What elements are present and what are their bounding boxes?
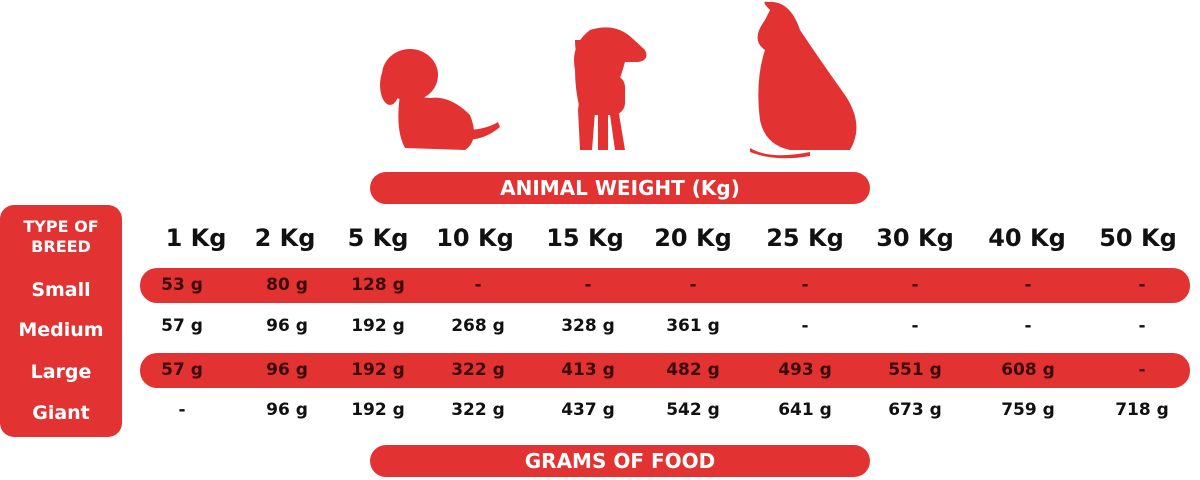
- table-cell: 192 g: [351, 400, 405, 420]
- column-header: 2 Kg: [254, 224, 316, 252]
- table-cell: 437 g: [561, 400, 615, 420]
- table-cell: -: [1024, 316, 1032, 336]
- table-cell: 57 g: [161, 316, 203, 336]
- dog-sitting-icon: [750, 1, 857, 159]
- table-cell: 192 g: [351, 360, 405, 380]
- table-cell: 96 g: [266, 360, 308, 380]
- table-cell: 361 g: [666, 316, 720, 336]
- table-cell: -: [1024, 275, 1032, 295]
- table-cell: 96 g: [266, 400, 308, 420]
- table-cell: -: [1138, 275, 1146, 295]
- table-cell: -: [801, 316, 809, 336]
- table-cell: -: [911, 316, 919, 336]
- column-header: 10 Kg: [436, 224, 514, 252]
- column-header: 20 Kg: [654, 224, 732, 252]
- type-of-breed-header: TYPE OF BREED: [23, 217, 99, 256]
- puppy-sitting-icon: [380, 49, 500, 150]
- puppy-standing-icon: [574, 27, 647, 150]
- table-cell: 673 g: [888, 400, 942, 420]
- table-cell: 608 g: [1001, 360, 1055, 380]
- dog-silhouettes: [380, 1, 857, 159]
- table-cell: 96 g: [266, 316, 308, 336]
- table-cell: 718 g: [1115, 400, 1169, 420]
- row-label-small: Small: [31, 279, 91, 301]
- column-header: 15 Kg: [546, 224, 624, 252]
- table-cell: -: [1138, 316, 1146, 336]
- table-cell: -: [1138, 360, 1146, 380]
- table-cell: 493 g: [778, 360, 832, 380]
- table-cell: 413 g: [561, 360, 615, 380]
- table-cell: 759 g: [1001, 400, 1055, 420]
- column-header: 25 Kg: [766, 224, 844, 252]
- row-band-large: [140, 353, 1190, 388]
- table-cell: 322 g: [451, 360, 505, 380]
- table-cell: 641 g: [778, 400, 832, 420]
- table-cell: -: [584, 275, 592, 295]
- animal-weight-banner: ANIMAL WEIGHT (Kg): [370, 172, 870, 204]
- table-cell: 542 g: [666, 400, 720, 420]
- table-cell: -: [801, 275, 809, 295]
- breed-type-column: TYPE OF BREED Small Medium Large Giant: [0, 205, 122, 437]
- column-header: 5 Kg: [347, 224, 409, 252]
- table-cell: -: [911, 275, 919, 295]
- table-cell: 128 g: [351, 275, 405, 295]
- table-cell: -: [178, 400, 186, 420]
- column-header: 40 Kg: [988, 224, 1066, 252]
- table-cell: -: [689, 275, 697, 295]
- table-cell: 328 g: [561, 316, 615, 336]
- table-cell: 192 g: [351, 316, 405, 336]
- grams-of-food-banner: GRAMS OF FOOD: [370, 445, 870, 477]
- column-header: 1 Kg: [165, 224, 227, 252]
- table-cell: 268 g: [451, 316, 505, 336]
- table-cell: 57 g: [161, 360, 203, 380]
- column-header: 30 Kg: [876, 224, 954, 252]
- row-label-medium: Medium: [18, 319, 104, 341]
- row-band-small: [140, 268, 1190, 303]
- row-label-large: Large: [30, 361, 92, 383]
- table-cell: 53 g: [161, 275, 203, 295]
- table-cell: 482 g: [666, 360, 720, 380]
- row-label-giant: Giant: [32, 402, 90, 424]
- table-cell: 80 g: [266, 275, 308, 295]
- table-cell: -: [474, 275, 482, 295]
- table-cell: 551 g: [888, 360, 942, 380]
- table-cell: 322 g: [451, 400, 505, 420]
- column-header: 50 Kg: [1099, 224, 1177, 252]
